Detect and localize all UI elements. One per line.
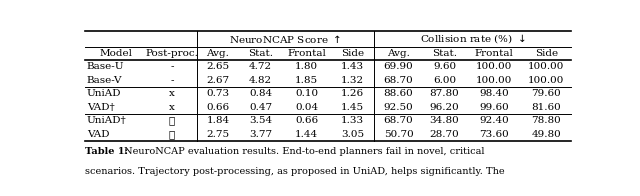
Text: 100.00: 100.00 (528, 62, 564, 71)
Text: 28.70: 28.70 (429, 130, 460, 139)
Text: x: x (169, 103, 175, 112)
Text: Base-V: Base-V (87, 76, 122, 85)
Text: 3.05: 3.05 (341, 130, 364, 139)
Text: 9.60: 9.60 (433, 62, 456, 71)
Text: 1.84: 1.84 (207, 116, 230, 125)
Text: Base-U: Base-U (87, 62, 124, 71)
Text: 96.20: 96.20 (429, 103, 460, 112)
Text: 68.70: 68.70 (384, 116, 413, 125)
Text: 79.60: 79.60 (532, 89, 561, 98)
Text: 4.72: 4.72 (249, 62, 272, 71)
Text: 73.60: 73.60 (479, 130, 509, 139)
Text: 87.80: 87.80 (429, 89, 460, 98)
Text: Side: Side (341, 49, 364, 58)
Text: 98.40: 98.40 (479, 89, 509, 98)
Text: Stat.: Stat. (248, 49, 273, 58)
Text: 3.54: 3.54 (249, 116, 272, 125)
Text: Collision rate (%) $\downarrow$: Collision rate (%) $\downarrow$ (420, 32, 525, 45)
Text: 100.00: 100.00 (528, 76, 564, 85)
Text: 2.75: 2.75 (207, 130, 230, 139)
Text: 3.77: 3.77 (249, 130, 272, 139)
Text: 69.90: 69.90 (384, 62, 413, 71)
Text: VAD: VAD (87, 130, 109, 139)
Text: 1.85: 1.85 (295, 76, 318, 85)
Text: scenarios. Trajectory post-processing, as proposed in UniAD, helps significantly: scenarios. Trajectory post-processing, a… (85, 167, 504, 176)
Text: 0.10: 0.10 (295, 89, 318, 98)
Text: x: x (169, 89, 175, 98)
Text: 6.00: 6.00 (433, 76, 456, 85)
Text: 1.80: 1.80 (295, 62, 318, 71)
Text: 0.66: 0.66 (207, 103, 230, 112)
Text: Table 1:: Table 1: (85, 147, 128, 156)
Text: 1.26: 1.26 (341, 89, 364, 98)
Text: ✓: ✓ (169, 116, 175, 125)
Text: 1.43: 1.43 (341, 62, 364, 71)
Text: Stat.: Stat. (432, 49, 457, 58)
Text: -: - (170, 76, 173, 85)
Text: Avg.: Avg. (207, 49, 229, 58)
Text: 49.80: 49.80 (532, 130, 561, 139)
Text: NeuroNCAP evaluation results. End-to-end planners fail in novel, critical: NeuroNCAP evaluation results. End-to-end… (121, 147, 484, 156)
Text: Post-proc.: Post-proc. (145, 49, 198, 58)
Text: Frontal: Frontal (474, 49, 513, 58)
Text: Model: Model (100, 49, 132, 58)
Text: NeuroNCAP Score $\uparrow$: NeuroNCAP Score $\uparrow$ (229, 33, 341, 45)
Text: Avg.: Avg. (387, 49, 410, 58)
Text: ✓: ✓ (169, 130, 175, 139)
Text: 34.80: 34.80 (429, 116, 460, 125)
Text: Side: Side (535, 49, 558, 58)
Text: 4.82: 4.82 (249, 76, 272, 85)
Text: 1.45: 1.45 (341, 103, 364, 112)
Text: 2.67: 2.67 (207, 76, 230, 85)
Text: 0.04: 0.04 (295, 103, 318, 112)
Text: 78.80: 78.80 (532, 116, 561, 125)
Text: 92.40: 92.40 (479, 116, 509, 125)
Text: VAD†: VAD† (87, 103, 115, 112)
Text: UniAD: UniAD (87, 89, 122, 98)
Text: Frontal: Frontal (287, 49, 326, 58)
Text: 1.44: 1.44 (295, 130, 318, 139)
Text: 100.00: 100.00 (476, 62, 512, 71)
Text: 81.60: 81.60 (532, 103, 561, 112)
Text: 1.32: 1.32 (341, 76, 364, 85)
Text: 99.60: 99.60 (479, 103, 509, 112)
Text: 0.73: 0.73 (207, 89, 230, 98)
Text: 1.33: 1.33 (341, 116, 364, 125)
Text: 0.84: 0.84 (249, 89, 272, 98)
Text: 92.50: 92.50 (384, 103, 413, 112)
Text: -: - (170, 62, 173, 71)
Text: 0.47: 0.47 (249, 103, 272, 112)
Text: 88.60: 88.60 (384, 89, 413, 98)
Text: 0.66: 0.66 (295, 116, 318, 125)
Text: UniAD†: UniAD† (87, 116, 127, 125)
Text: 68.70: 68.70 (384, 76, 413, 85)
Text: 2.65: 2.65 (207, 62, 230, 71)
Text: 50.70: 50.70 (384, 130, 413, 139)
Text: 100.00: 100.00 (476, 76, 512, 85)
